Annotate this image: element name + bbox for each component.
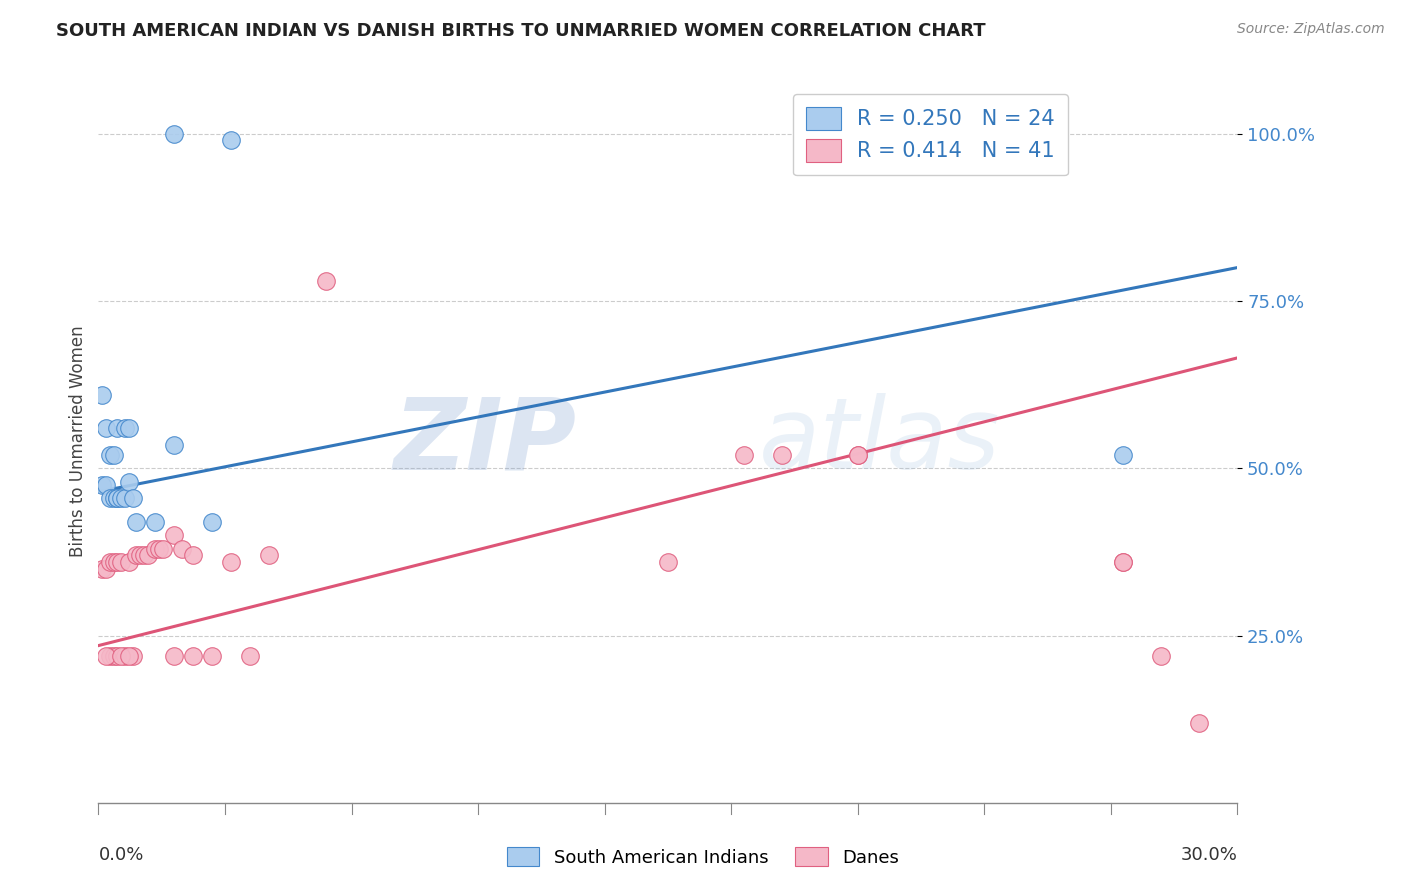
Text: 30.0%: 30.0% [1181,847,1237,864]
Point [103,555,125,569]
Point [103,448,125,462]
Point [118,475,141,489]
Point [98,555,121,569]
Legend: South American Indians, Danes: South American Indians, Danes [499,840,907,874]
Point [846,448,869,462]
Point [183,548,205,563]
Point [91,562,114,576]
Point [91,387,114,401]
Point [145,515,167,529]
Point [1112,555,1135,569]
Point [145,541,167,556]
Point [110,491,132,506]
Point [201,648,224,663]
Point [121,648,143,663]
Point [148,541,170,556]
Text: SOUTH AMERICAN INDIAN VS DANISH BIRTHS TO UNMARRIED WOMEN CORRELATION CHART: SOUTH AMERICAN INDIAN VS DANISH BIRTHS T… [56,22,986,40]
Point [129,548,152,563]
Point [107,421,129,435]
Point [107,648,129,663]
Point [110,555,132,569]
Point [103,648,125,663]
Point [107,491,129,506]
Point [1112,448,1135,462]
Point [114,421,136,435]
Point [94,648,117,663]
Point [136,548,159,563]
Point [183,648,205,663]
Point [125,515,148,529]
Point [94,478,117,492]
Point [132,548,155,563]
Point [118,648,141,663]
Text: atlas: atlas [759,393,1001,490]
Point [118,555,141,569]
Point [114,648,136,663]
Text: ZIP: ZIP [394,393,576,490]
Text: 0.0%: 0.0% [98,847,143,864]
Point [163,528,186,542]
Point [98,491,121,506]
Point [163,648,186,663]
Point [770,448,793,462]
Point [221,134,243,148]
Point [163,127,186,141]
Point [1150,648,1173,663]
Point [114,491,136,506]
Point [98,648,121,663]
Point [107,555,129,569]
Point [733,448,755,462]
Text: Source: ZipAtlas.com: Source: ZipAtlas.com [1237,22,1385,37]
Point [846,448,869,462]
Point [110,648,132,663]
Point [152,541,174,556]
Y-axis label: Births to Unmarried Women: Births to Unmarried Women [69,326,87,558]
Point [201,515,224,529]
Legend: R = 0.250   N = 24, R = 0.414   N = 41: R = 0.250 N = 24, R = 0.414 N = 41 [793,94,1069,176]
Point [103,491,125,506]
Point [163,438,186,452]
Point [107,491,129,506]
Point [91,478,114,492]
Point [315,274,337,288]
Point [98,448,121,462]
Point [121,491,143,506]
Point [221,555,243,569]
Point [1188,715,1211,730]
Point [118,421,141,435]
Point [94,562,117,576]
Point [259,548,281,563]
Point [239,648,262,663]
Point [125,548,148,563]
Point [170,541,193,556]
Point [1112,555,1135,569]
Point [94,421,117,435]
Point [657,555,679,569]
